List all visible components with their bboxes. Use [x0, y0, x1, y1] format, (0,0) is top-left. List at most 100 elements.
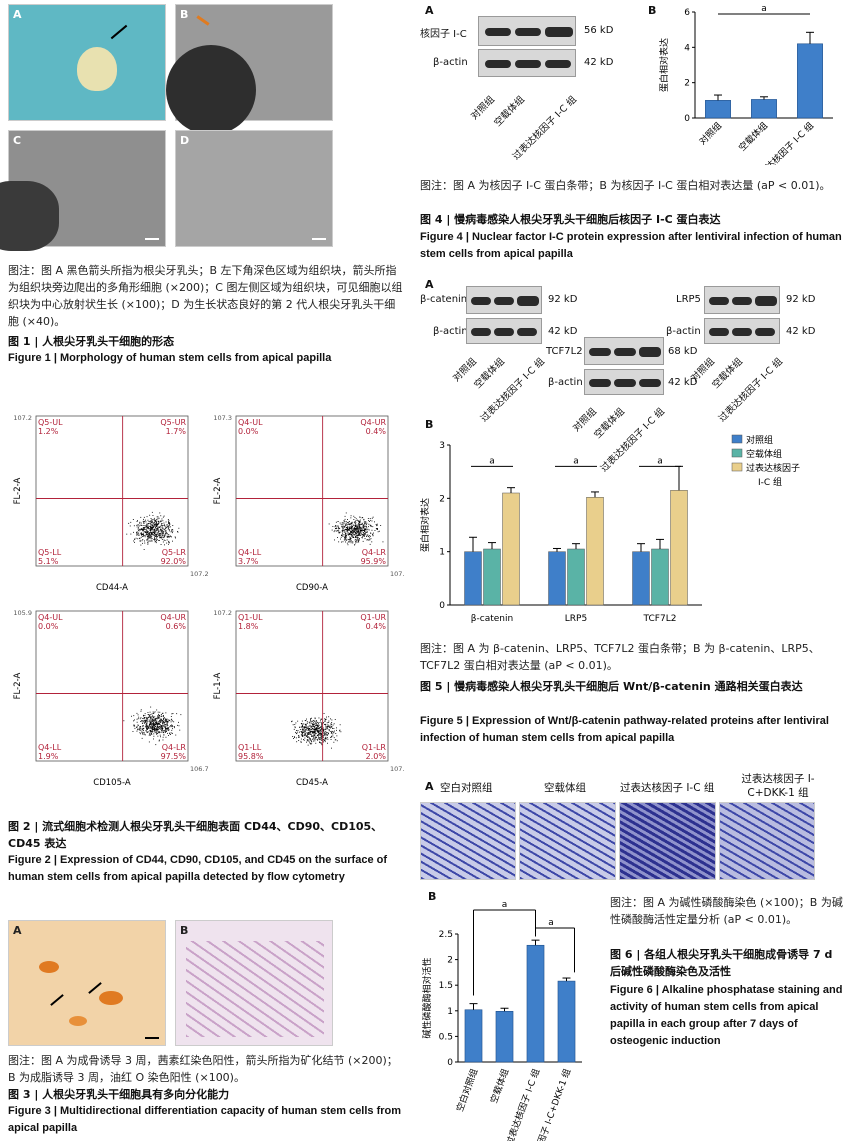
event-dot — [372, 534, 374, 536]
event-dot — [309, 743, 311, 744]
event-dot — [161, 712, 163, 714]
event-dot — [304, 731, 306, 732]
event-dot — [297, 720, 299, 722]
event-dot — [164, 727, 166, 728]
event-dot — [144, 536, 146, 538]
event-dot — [151, 533, 152, 535]
event-dot — [150, 523, 151, 525]
quadrant-lr-name: Q4-LR — [362, 548, 387, 557]
event-dot — [318, 738, 320, 740]
event-dot — [344, 529, 346, 531]
event-dot — [149, 711, 151, 713]
event-dot — [366, 534, 368, 536]
event-dot — [160, 716, 162, 717]
blot-tcf7l2 — [584, 337, 664, 365]
event-dot — [154, 721, 156, 723]
event-dot — [167, 732, 168, 734]
event-dot — [355, 521, 356, 523]
event-dot — [147, 535, 149, 537]
event-dot — [152, 528, 154, 530]
event-dot — [158, 739, 160, 741]
event-dot — [370, 526, 372, 527]
event-dot — [318, 724, 320, 726]
stain-label: 过表达核因子 I-C 组 — [620, 782, 715, 794]
event-dot — [165, 730, 167, 731]
y-axis-label: FL-2-A — [13, 477, 23, 504]
event-dot — [366, 527, 368, 529]
event-dot — [146, 731, 147, 733]
event-dot — [147, 714, 149, 715]
event-dot — [317, 731, 319, 733]
event-dot — [144, 527, 145, 528]
event-dot — [158, 731, 160, 733]
event-dot — [144, 713, 146, 715]
event-dot — [351, 528, 353, 529]
event-dot — [314, 722, 316, 724]
event-dot — [373, 532, 374, 534]
event-dot — [327, 734, 329, 735]
event-dot — [302, 726, 304, 727]
event-dot — [150, 538, 152, 540]
event-dot — [310, 725, 312, 727]
event-dot — [161, 731, 163, 733]
event-dot — [160, 530, 162, 532]
fig1-caption-note: 图注：图 A 黑色箭头所指为根尖牙乳头；B 左下角深色区域为组织块，箭头所指为组… — [8, 264, 403, 328]
event-dot — [321, 718, 322, 720]
event-dot — [136, 718, 138, 720]
blot-nfic — [478, 16, 576, 46]
event-dot — [147, 728, 149, 729]
event-dot — [356, 525, 358, 527]
event-dot — [159, 529, 161, 531]
event-dot — [343, 539, 345, 541]
event-dot — [147, 532, 148, 533]
event-dot — [338, 531, 340, 533]
event-dot — [323, 730, 325, 732]
event-dot — [155, 534, 156, 536]
event-dot — [351, 527, 353, 529]
event-dot — [335, 521, 337, 523]
event-dot — [143, 714, 144, 716]
event-dot — [140, 721, 142, 722]
event-dot — [156, 717, 157, 719]
event-dot — [151, 528, 153, 529]
event-dot — [357, 528, 359, 530]
fig5-title-en: Figure 5 | Expression of Wnt/β-catenin p… — [420, 715, 829, 744]
quadrant-ll-name: Q1-LL — [238, 743, 262, 752]
event-dot — [145, 529, 147, 531]
event-dot — [357, 531, 359, 532]
event-dot — [160, 726, 162, 727]
event-dot — [178, 721, 179, 723]
event-dot — [314, 729, 316, 730]
event-dot — [154, 711, 156, 713]
event-dot — [151, 713, 153, 715]
event-dot — [351, 536, 353, 538]
fig3-panel-a: A — [8, 920, 166, 1046]
legend-label: 空载体组 — [746, 448, 782, 460]
event-dot — [150, 535, 152, 537]
event-dot — [310, 718, 311, 720]
event-dot — [152, 523, 154, 525]
event-dot — [316, 725, 317, 726]
event-dot — [147, 531, 149, 533]
event-dot — [165, 712, 167, 714]
event-dot — [361, 528, 363, 530]
event-dot — [309, 738, 311, 740]
event-dot — [345, 532, 346, 534]
event-dot — [307, 728, 309, 730]
event-dot — [350, 531, 351, 532]
event-dot — [324, 724, 325, 725]
event-dot — [160, 525, 162, 527]
event-dot — [168, 523, 169, 525]
alp-stain-nfic-dkk1 — [719, 802, 815, 880]
event-dot — [150, 540, 152, 542]
event-dot — [160, 532, 162, 534]
event-dot — [314, 728, 316, 730]
event-dot — [349, 521, 350, 522]
event-dot — [365, 525, 367, 527]
fig5-panel-a-label: A — [425, 278, 434, 291]
event-dot — [362, 517, 364, 518]
event-dot — [149, 723, 151, 725]
fig6-title-en: Figure 6 | Alkaline phosphatase staining… — [610, 984, 843, 1047]
event-dot — [322, 735, 324, 737]
event-dot — [156, 728, 158, 730]
